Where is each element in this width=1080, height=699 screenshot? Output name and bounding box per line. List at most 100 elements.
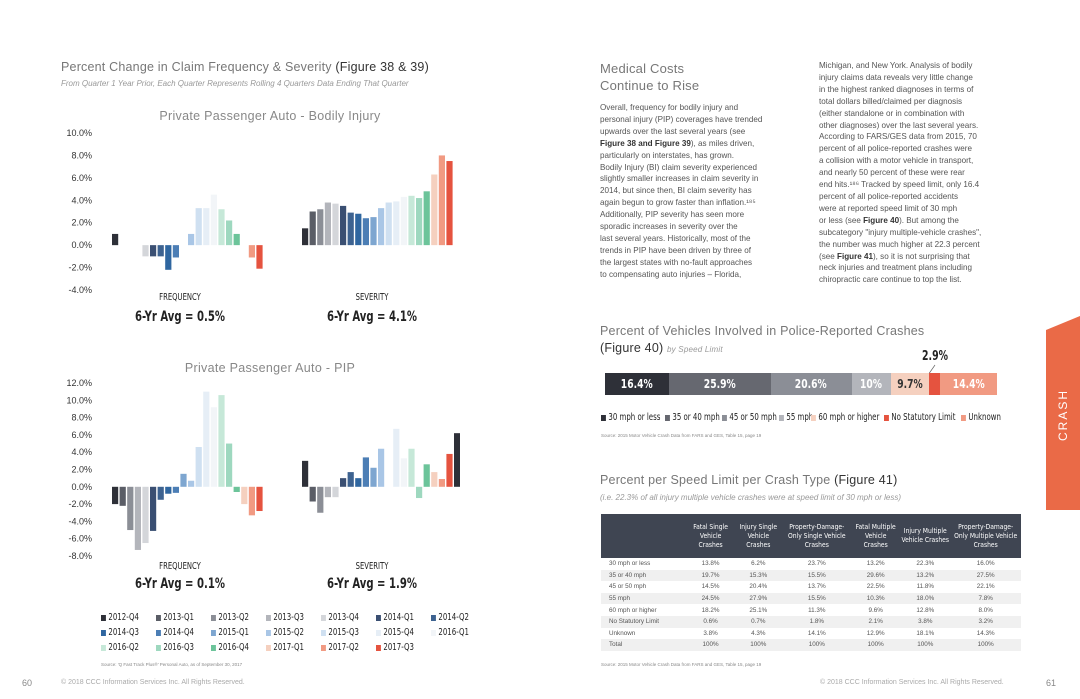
- body-line: chiropractic care continue to top the li…: [819, 275, 962, 285]
- legend-swatch: [722, 414, 728, 421]
- legend-label: 2017-Q1: [273, 642, 305, 653]
- table-cell: 100%: [900, 639, 951, 651]
- bar-severity-2017-Q2: [438, 479, 445, 487]
- bar-severity-2015-Q2: [378, 448, 385, 487]
- table-cell: 12.9%: [866, 629, 885, 637]
- bar-frequency-2014-Q3: [165, 486, 172, 494]
- body-line: Bodily Injury (BI) claim severity experi…: [600, 162, 757, 172]
- bar-frequency-2016-Q1: [210, 194, 217, 246]
- legend-swatch: [321, 644, 326, 651]
- bar-severity-2016-Q1: [400, 458, 407, 487]
- legend-item: 2014-Q2: [431, 612, 469, 623]
- table-row: No Statutory Limit 0.6% 0.7% 1.8% 2.1% 3.8% 3.…: [601, 615, 1021, 628]
- chart-bi-avg-severity: 6-Yr Avg = 4.1%: [327, 309, 417, 325]
- bar-frequency-2016-Q3: [226, 443, 233, 487]
- legend-label: 2015-Q1: [218, 627, 250, 638]
- legend-swatch: [810, 414, 816, 421]
- table-cell: 3.8%: [703, 629, 718, 637]
- body-column-1: Overall, frequency for bodily injury and…: [600, 102, 805, 281]
- y-tick-label: -2.0%: [68, 499, 92, 509]
- legend-swatch: [156, 614, 161, 621]
- table-row: Total 100% 100% 100% 100% 100% 100%: [601, 639, 1021, 651]
- y-tick-label: 6.0%: [71, 430, 92, 440]
- bar-frequency-2015-Q2: [188, 233, 195, 246]
- bar-severity-2014-Q2: [347, 472, 354, 487]
- y-tick-label: 0.0%: [71, 240, 92, 250]
- legend-label: 2017-Q2: [328, 642, 360, 653]
- legend-label: 55 mph: [786, 412, 814, 423]
- y-tick-label: 10.0%: [66, 128, 92, 138]
- body-line: neck injuries and treatment plans includ…: [819, 263, 972, 273]
- table-cell: 100%: [687, 639, 735, 651]
- legend-swatch: [266, 644, 271, 651]
- body-line: the largest states with no-fault approac…: [600, 257, 753, 267]
- legend-item: 2012-Q4: [101, 612, 139, 623]
- table-cell: 13.7%: [807, 583, 826, 591]
- bar-severity-2014-Q4: [362, 457, 369, 487]
- legend-item: 2016-Q2: [101, 642, 139, 653]
- table-row: 30 mph or less 13.8% 6.2% 23.7% 13.2% 22.3% 16…: [601, 558, 1021, 570]
- table-header-cell: Fatal Single Vehicle Crashes: [687, 514, 735, 558]
- chart-pip-avg-severity: 6-Yr Avg = 1.9%: [327, 576, 417, 592]
- chart-pip-cat-severity: SEVERITY: [355, 561, 389, 572]
- table-header-cell: Fatal Multiple Vehicle Crashes: [851, 514, 901, 558]
- medical-costs-heading: Medical Costs Continue to Rise: [600, 61, 700, 93]
- y-tick-label: -8.0%: [68, 551, 92, 561]
- fig40-legend-item: 55 mph: [779, 412, 813, 423]
- fig41-table: Fatal Single Vehicle Crashes Injury Singl…: [601, 514, 1021, 651]
- bar-severity-2015-Q1: [370, 217, 377, 246]
- bar-severity-2013-Q4: [332, 203, 339, 246]
- body-line: in the highest ranked diagnoses in terms…: [819, 84, 974, 94]
- bar-severity-2015-Q4: [393, 201, 400, 246]
- y-tick-label: 8.0%: [71, 150, 92, 160]
- fig40-legend-item: Unknown: [961, 412, 1001, 423]
- bar-severity-2013-Q3: [324, 486, 331, 498]
- chart-pip-avg-frequency: 6-Yr Avg = 0.1%: [135, 576, 225, 592]
- bar-severity-2017-Q1: [431, 174, 438, 246]
- bar-severity-2016-Q3: [416, 198, 423, 246]
- legend-label: 35 or 40 mph: [672, 412, 721, 423]
- legend-item: 2017-Q1: [266, 642, 304, 653]
- legend-label: 2016-Q3: [163, 642, 195, 653]
- bar-frequency-2012-Q4: [112, 233, 119, 246]
- body-line: were at reported speed limit of 30 mph: [819, 203, 958, 213]
- table-cell: 3.2%: [950, 615, 1021, 628]
- legend-item: 2014-Q3: [101, 627, 139, 638]
- y-tick-label: 6.0%: [71, 173, 92, 183]
- bar-severity-2014-Q1: [340, 205, 347, 246]
- legend-label: 2016-Q1: [438, 627, 470, 638]
- fig40-legend-item: No Statutory Limit: [884, 412, 956, 423]
- footer-left: © 2018 CCC Information Services Inc. All…: [61, 679, 245, 686]
- body-line: injury claims data reveals very little c…: [819, 72, 973, 82]
- chart-bi-cat-frequency: FREQUENCY: [159, 292, 201, 303]
- table-header-cell: Property-Damage-Only Multiple Vehicle Cr…: [950, 514, 1021, 558]
- bar-severity-2017-Q3: [446, 161, 453, 246]
- body-line: trends in PIP have been driven by three …: [600, 245, 752, 255]
- body-line: Additionally, PIP severity has seen more: [600, 210, 745, 220]
- table-cell: 27.9%: [734, 592, 783, 605]
- table-cell: 100%: [950, 639, 1021, 651]
- bar-frequency-2013-Q1: [119, 486, 126, 506]
- bar-frequency-2012-Q4: [112, 486, 119, 505]
- fig40-legend-item: 45 or 50 mph: [722, 412, 777, 423]
- bar-frequency-2013-Q2: [127, 486, 134, 531]
- table-cell: 14.3%: [976, 629, 995, 637]
- table-cell: 4.3%: [751, 629, 766, 637]
- table-row-label: 60 mph or higher: [609, 606, 657, 614]
- body-line: percent of all police-reported accidents: [819, 191, 959, 201]
- legend-item: 2016-Q3: [156, 642, 194, 653]
- fig40-heading: Percent of Vehicles Involved in Police-R…: [600, 324, 925, 355]
- legend-label: 2016-Q2: [108, 642, 140, 653]
- bar-frequency-2014-Q2: [157, 486, 164, 500]
- table-row-label: 30 mph or less: [609, 560, 651, 568]
- bar-frequency-2014-Q3: [165, 245, 172, 270]
- bar-frequency-2016-Q2: [218, 209, 225, 246]
- legend-swatch: [961, 414, 967, 421]
- bar-severity-2017-Q1: [431, 472, 438, 487]
- body-line: particularly on interstates, has grown.: [600, 150, 735, 160]
- legend-swatch: [156, 629, 161, 636]
- section-side-tab: [1046, 330, 1080, 510]
- table-row-label: 35 or 40 mph: [601, 569, 687, 582]
- table-cell: 22.5%: [866, 583, 885, 591]
- legend-item: 2013-Q2: [211, 612, 249, 623]
